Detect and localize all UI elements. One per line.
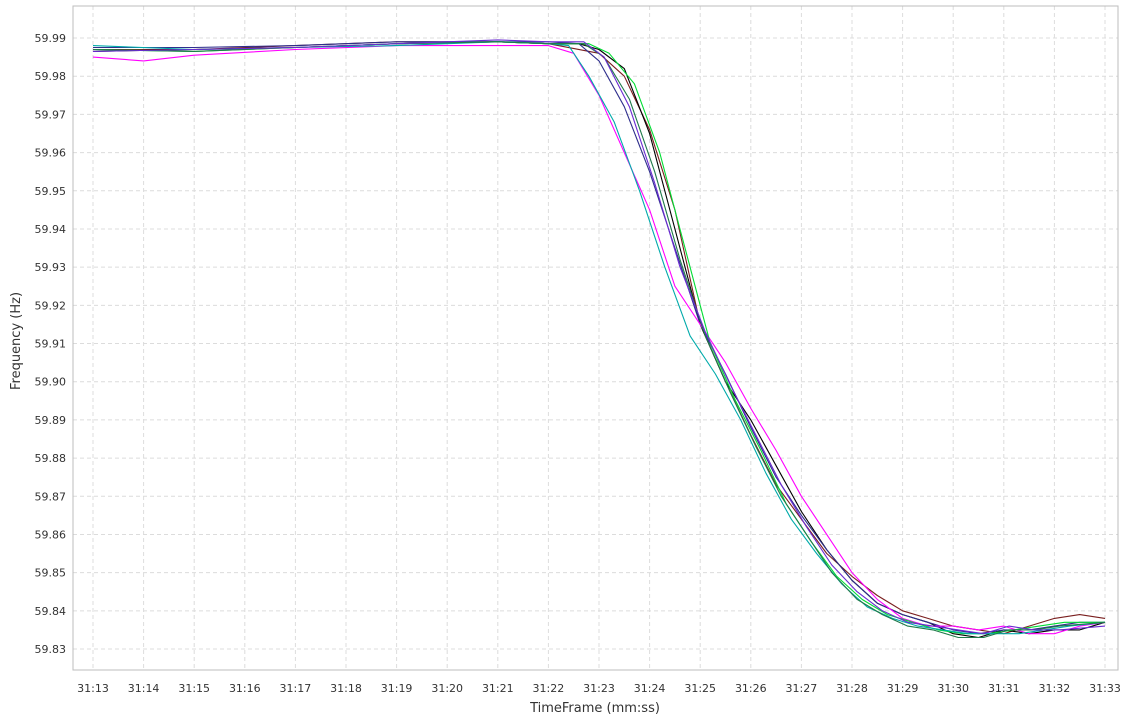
x-tick-label: 31:16: [229, 682, 261, 695]
y-axis-title: Frequency (Hz): [9, 292, 24, 390]
y-tick-label: 59.96: [35, 147, 67, 160]
x-tick-label: 31:18: [330, 682, 362, 695]
y-tick-label: 59.97: [35, 108, 67, 121]
x-tick-label: 31:28: [836, 682, 868, 695]
x-axis-title: TimeFrame (mm:ss): [529, 701, 660, 716]
y-tick-label: 59.84: [35, 605, 67, 618]
plot-background: [73, 6, 1118, 670]
y-tick-label: 59.94: [35, 223, 67, 236]
x-tick-label: 31:26: [735, 682, 767, 695]
x-tick-label: 31:23: [583, 682, 615, 695]
x-tick-label: 31:25: [684, 682, 716, 695]
x-tick-label: 31:13: [77, 682, 109, 695]
x-tick-label: 31:22: [533, 682, 565, 695]
x-tick-label: 31:17: [280, 682, 312, 695]
x-tick-label: 31:20: [431, 682, 463, 695]
x-tick-label: 31:31: [988, 682, 1020, 695]
y-tick-label: 59.91: [35, 338, 67, 351]
x-tick-label: 31:30: [937, 682, 969, 695]
y-tick-label: 59.83: [35, 643, 67, 656]
y-tick-label: 59.92: [35, 299, 67, 312]
y-tick-labels: 59.99 59.98 59.97 59.96 59.95 59.94 59.93 59.92…: [35, 32, 67, 656]
y-tick-label: 59.98: [35, 70, 67, 83]
x-tick-label: 31:29: [887, 682, 919, 695]
y-tick-label: 59.87: [35, 490, 67, 503]
y-tick-label: 59.86: [35, 528, 67, 541]
x-tick-label: 31:32: [1039, 682, 1071, 695]
y-tick-label: 59.89: [35, 414, 67, 427]
y-tick-label: 59.90: [35, 376, 67, 389]
x-tick-label: 31:27: [786, 682, 818, 695]
y-tick-label: 59.93: [35, 261, 67, 274]
x-tick-label: 31:19: [381, 682, 413, 695]
y-tick-label: 59.99: [35, 32, 67, 45]
x-tick-label: 31:33: [1089, 682, 1121, 695]
y-tick-label: 59.88: [35, 452, 67, 465]
x-tick-label: 31:15: [178, 682, 210, 695]
y-tick-label: 59.95: [35, 185, 67, 198]
y-tick-label: 59.85: [35, 567, 67, 580]
x-tick-labels: 31:13 31:14 31:15 31:16 31:17 31:18 31:19 31:20…: [77, 682, 1121, 695]
x-tick-label: 31:21: [482, 682, 514, 695]
x-tick-label: 31:14: [128, 682, 160, 695]
x-tick-label: 31:24: [634, 682, 666, 695]
